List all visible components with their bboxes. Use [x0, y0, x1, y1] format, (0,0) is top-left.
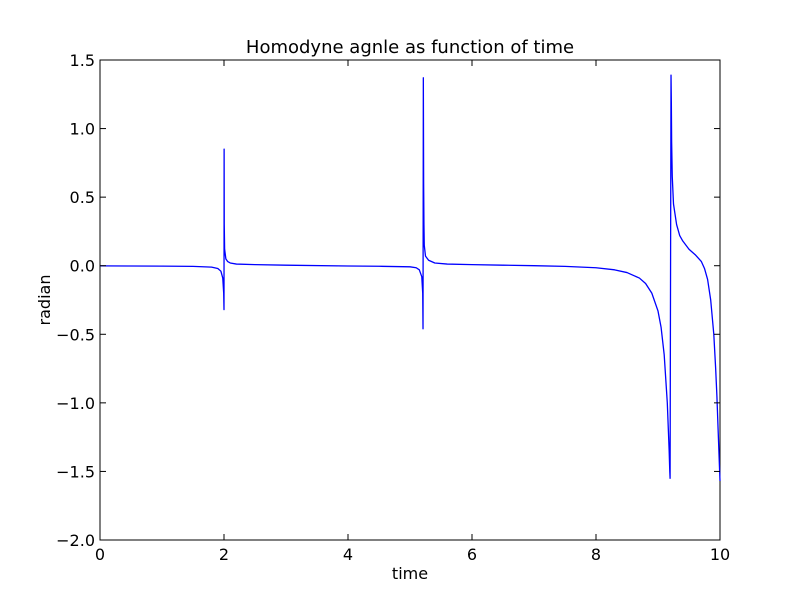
- y-tick-label: 1.0: [70, 120, 95, 139]
- y-axis-label: radian: [35, 275, 54, 326]
- x-tick-label: 0: [95, 545, 105, 564]
- y-tick-label: −1.5: [56, 462, 95, 481]
- y-tick-label: 0.0: [70, 257, 95, 276]
- chart-title: Homodyne agnle as function of time: [246, 37, 574, 58]
- y-tick-label: −0.5: [56, 325, 95, 344]
- plot-area: [99, 59, 721, 541]
- y-tick-label: 1.5: [70, 51, 95, 70]
- x-tick-label: 2: [219, 545, 229, 564]
- series-line: [99, 74, 721, 482]
- x-tick-label: 4: [343, 545, 353, 564]
- y-axis: −2.0 −1.5 −1.0 −0.5 0.0 0.5 1.0 1.5: [56, 51, 720, 550]
- x-axis-label: time: [392, 564, 428, 583]
- y-tick-label: 0.5: [70, 188, 95, 207]
- x-tick-label: 6: [467, 545, 477, 564]
- y-tick-label: −1.0: [56, 394, 95, 413]
- y-tick-label: −2.0: [56, 531, 95, 550]
- x-tick-label: 8: [591, 545, 601, 564]
- plot-frame: [99, 59, 721, 541]
- x-axis: 0 2 4 6 8 10: [95, 60, 730, 564]
- x-tick-label: 10: [710, 545, 730, 564]
